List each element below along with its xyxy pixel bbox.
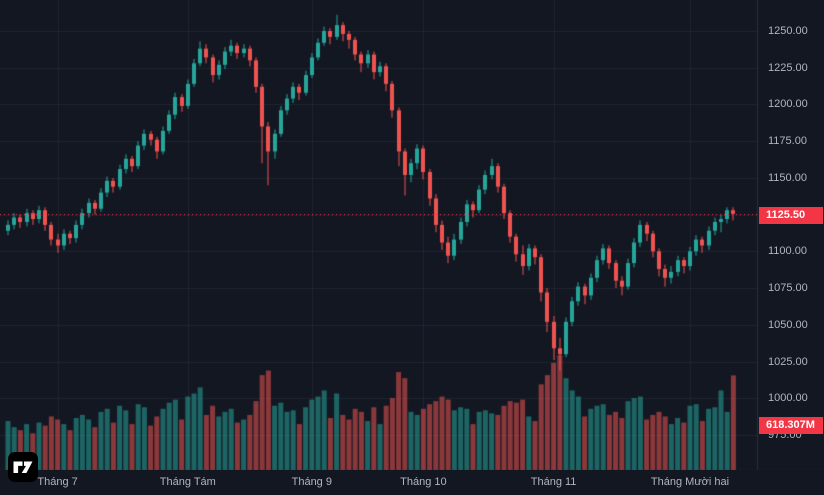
price-axis-label: 1200.00	[768, 98, 808, 111]
price-axis-label: 1050.00	[768, 318, 808, 331]
price-axis-label: 1075.00	[768, 282, 808, 295]
time-axis[interactable]: Tháng 7 Tháng Tám Tháng 9 Tháng 10 Tháng 11 T…	[0, 470, 824, 495]
time-axis-label: Tháng 9	[291, 476, 332, 488]
price-axis-label: 1000.00	[768, 392, 808, 405]
price-axis-label: 1025.00	[768, 355, 808, 368]
price-axis-label: 1175.00	[768, 135, 807, 148]
price-axis-label: 1225.00	[768, 61, 808, 74]
time-axis-label: Tháng 7	[37, 476, 78, 488]
time-axis-label: Tháng Tám	[159, 476, 216, 488]
last-price-badge: 1125.50	[759, 207, 823, 224]
tradingview-logo-icon[interactable]	[8, 452, 38, 482]
price-axis-label: 1150.00	[768, 171, 807, 184]
last-volume-badge: 618.307M	[759, 417, 823, 434]
price-axis[interactable]: 1250.00 1225.00 1200.00 1175.00 1150.00 1125.…	[758, 0, 824, 470]
price-axis-label: 1250.00	[768, 25, 808, 37]
time-axis-label: Tháng 10	[400, 476, 447, 488]
time-axis-label: Tháng 11	[530, 476, 577, 488]
time-axis-label: Tháng Mười hai	[650, 476, 730, 488]
price-axis-label: 1100.00	[768, 245, 807, 258]
